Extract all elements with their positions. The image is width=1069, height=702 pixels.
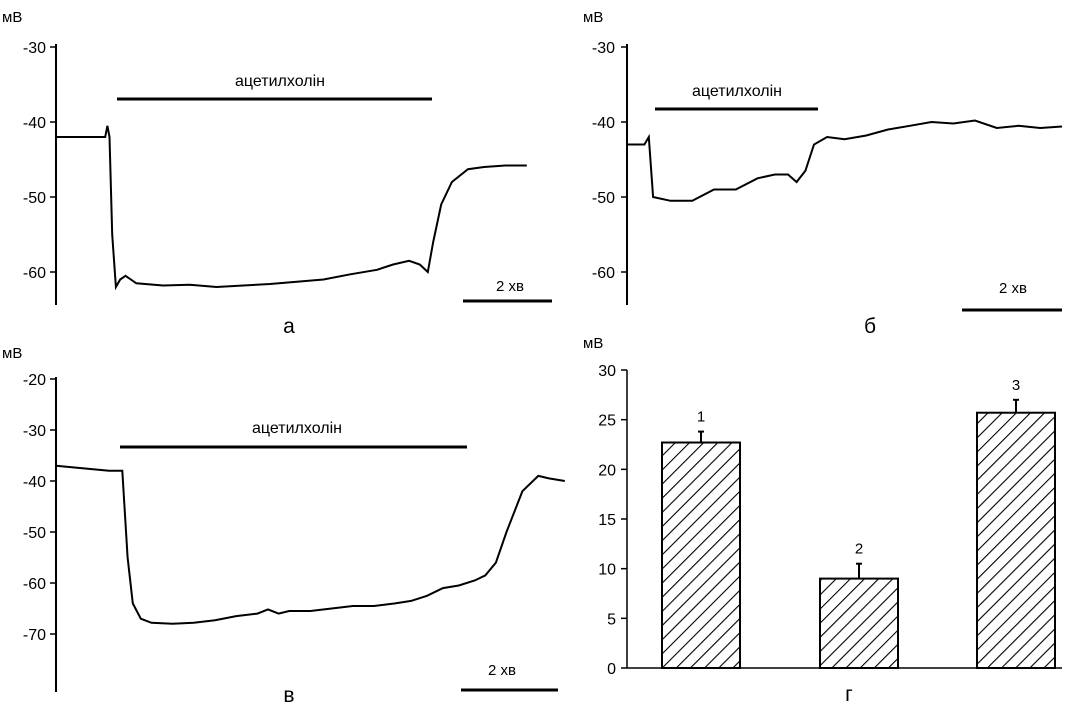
bar: [661, 441, 741, 669]
panel-a-tick-label: -50: [23, 190, 46, 207]
panel-d-tick-label: 5: [607, 611, 616, 628]
panel-c-tick-label: -30: [23, 423, 46, 440]
panel-a-ticks: [50, 46, 56, 273]
panel-c-scale-label: 2 хв: [488, 662, 516, 679]
panel-b-letter: б: [864, 315, 876, 338]
panel-c-application-label: ацетилхолін: [252, 420, 342, 437]
panel-d-tick-label: 10: [598, 562, 616, 579]
panel-a-tick-label: -30: [23, 40, 46, 57]
panel-a: мВ -30 -40 -50 -60 ацетилхолін 2 хв а: [2, 9, 552, 338]
panel-c: мВ -20 -30 -40 -50 -60 -70 ацетилхолін 2…: [2, 345, 565, 702]
bar-category-label: 2: [855, 541, 863, 558]
panel-b-tick-label: -60: [592, 265, 615, 282]
panel-c-ticks: [50, 378, 56, 635]
panel-a-tick-label: -60: [23, 265, 46, 282]
panel-d-letter: г: [845, 683, 853, 702]
bar: [819, 577, 899, 669]
panel-d: мВ 0 5 10 15 20 25 30 1 2 3 г: [583, 335, 1062, 702]
panel-c-tick-label: -50: [23, 525, 46, 542]
panel-d-tick-label: 0: [607, 661, 616, 678]
panel-c-tick-label: -20: [23, 372, 46, 389]
panel-b-ticks: [621, 46, 627, 273]
panel-d-tick-label: 25: [598, 413, 616, 430]
panel-a-scale-label: 2 хв: [496, 278, 524, 295]
panel-b-y-unit: мВ: [583, 9, 603, 26]
panel-a-letter: а: [283, 315, 295, 338]
panel-a-tick-label: -40: [23, 115, 46, 132]
panel-a-y-unit: мВ: [2, 9, 22, 26]
bar-category-label: 3: [1012, 377, 1020, 394]
panel-d-ticks: 0 5 10 15 20 25 30: [598, 363, 627, 678]
panel-b-scale-label: 2 хв: [999, 280, 1027, 297]
panel-b-tick-label: -30: [592, 40, 615, 57]
panel-a-trace: [56, 125, 527, 291]
panel-b-tick-label: -40: [592, 115, 615, 132]
panel-d-tick-label: 30: [598, 363, 616, 380]
bar-category-label: 1: [697, 409, 705, 426]
panel-d-bars: 1 2 3: [661, 377, 1056, 670]
panel-d-y-unit: мВ: [583, 335, 603, 352]
panel-b: мВ -30 -40 -50 -60 ацетилхолін 2 хв б: [583, 9, 1063, 338]
panel-c-letter: в: [283, 684, 294, 702]
panel-b-trace: [627, 119, 1063, 202]
panel-c-tick-label: -70: [23, 627, 46, 644]
panel-d-tick-label: 20: [598, 462, 616, 479]
panel-a-application-label: ацетилхолін: [235, 73, 325, 90]
panel-d-tick-label: 15: [598, 512, 616, 529]
panel-c-trace: [55, 464, 565, 625]
panel-c-tick-label: -60: [23, 576, 46, 593]
panel-c-y-unit: мВ: [2, 345, 22, 362]
panel-b-application-label: ацетилхолін: [692, 83, 782, 100]
panel-c-tick-label: -40: [23, 474, 46, 491]
bar: [976, 411, 1056, 670]
panel-b-tick-label: -50: [592, 190, 615, 207]
